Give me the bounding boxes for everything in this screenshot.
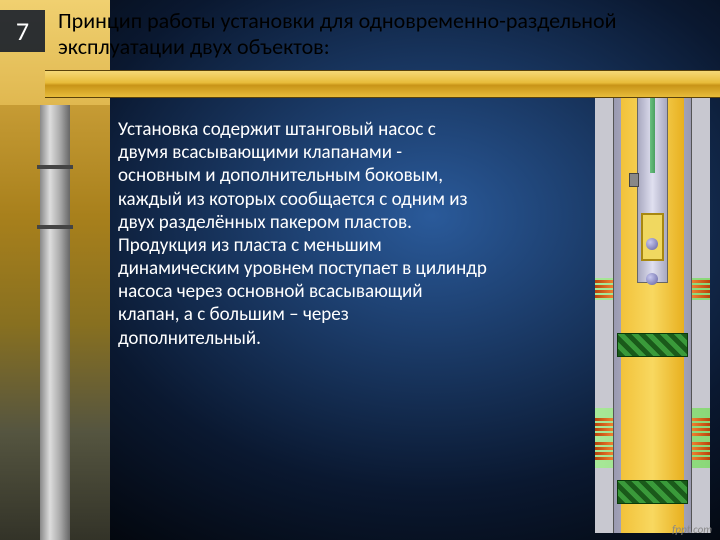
valve-ball — [646, 273, 658, 285]
side-valve — [629, 173, 639, 187]
packer-lower — [617, 480, 688, 504]
perforation-icon — [595, 416, 613, 438]
wellbore-diagram — [595, 78, 710, 533]
watermark: fppt.com — [672, 523, 712, 536]
slide-number-box: 7 — [0, 10, 45, 52]
slide-title: Принцип работы установки для одновременн… — [58, 8, 710, 61]
body-text: Установка содержит штанговый насос с дву… — [118, 118, 488, 350]
pump-chamber — [641, 213, 664, 261]
slide-number: 7 — [16, 15, 29, 47]
gold-divider-bar — [45, 70, 720, 98]
valve-ball — [646, 238, 658, 250]
perforation-icon — [692, 440, 710, 462]
perforation-icon — [692, 278, 710, 300]
perforation-icon — [692, 416, 710, 438]
packer-upper — [617, 333, 688, 357]
perforation-icon — [595, 278, 613, 300]
photo-tower — [40, 105, 70, 540]
perforation-icon — [595, 440, 613, 462]
